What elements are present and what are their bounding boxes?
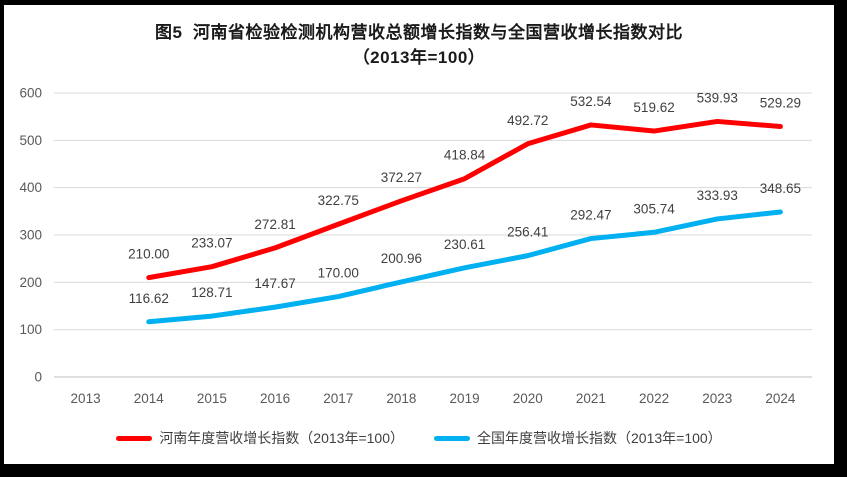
y-tick-label: 300 bbox=[19, 228, 42, 243]
legend-label-national: 全国年度营收增长指数（2013年=100） bbox=[477, 430, 722, 446]
x-tick-label: 2019 bbox=[450, 391, 480, 406]
data-label: 322.75 bbox=[318, 193, 359, 208]
data-label: 230.61 bbox=[444, 237, 485, 252]
data-label: 200.96 bbox=[381, 251, 422, 266]
x-tick-label: 2022 bbox=[639, 391, 669, 406]
data-label: 170.00 bbox=[318, 266, 359, 281]
data-label: 116.62 bbox=[129, 291, 169, 306]
legend-line-blue-icon bbox=[434, 435, 470, 441]
x-tick-label: 2024 bbox=[765, 391, 796, 406]
data-label: 372.27 bbox=[381, 170, 422, 185]
data-label: 529.29 bbox=[760, 95, 801, 110]
y-tick-label: 0 bbox=[34, 370, 42, 385]
x-tick-label: 2021 bbox=[576, 391, 606, 406]
series-line-0 bbox=[146, 118, 783, 281]
data-label: 519.62 bbox=[633, 100, 674, 115]
data-label: 492.72 bbox=[507, 113, 548, 128]
y-tick-label: 500 bbox=[19, 133, 42, 148]
legend: 河南年度营收增长指数（2013年=100） 全国年度营收增长指数（2013年=1… bbox=[4, 428, 834, 448]
data-label: 147.67 bbox=[254, 276, 295, 291]
x-tick-label: 2013 bbox=[71, 391, 101, 406]
data-label: 418.84 bbox=[444, 148, 486, 163]
data-label: 348.65 bbox=[760, 181, 801, 196]
data-label: 539.93 bbox=[697, 90, 738, 105]
data-label: 532.54 bbox=[570, 94, 612, 109]
x-tick-label: 2017 bbox=[323, 391, 353, 406]
data-label: 256.41 bbox=[507, 225, 548, 240]
x-tick-label: 2014 bbox=[134, 391, 165, 406]
legend-item-henan: 河南年度营收增长指数（2013年=100） bbox=[116, 428, 404, 448]
y-tick-label: 100 bbox=[19, 322, 42, 337]
y-tick-label: 600 bbox=[19, 86, 42, 101]
y-tick-label: 400 bbox=[19, 180, 42, 195]
data-label: 272.81 bbox=[254, 217, 295, 232]
series-line-1 bbox=[146, 209, 783, 325]
chart-title-line1: 图5 河南省检验检测机构营收总额增长指数与全国营收增长指数对比 bbox=[155, 23, 683, 42]
x-tick-label: 2020 bbox=[513, 391, 543, 406]
chart-svg: 0 100 200 300 400 500 600 2013 2014 2015 2016 2017 2… bbox=[19, 86, 812, 406]
y-tick-label: 200 bbox=[19, 275, 42, 290]
chart-title-line2: （2013年=100） bbox=[352, 48, 486, 67]
data-label: 128.71 bbox=[191, 285, 232, 300]
legend-line-red-icon bbox=[116, 435, 153, 441]
data-label: 333.93 bbox=[697, 188, 738, 203]
data-label: 210.00 bbox=[128, 247, 169, 262]
legend-label-henan: 河南年度营收增长指数（2013年=100） bbox=[159, 430, 404, 446]
data-label: 292.47 bbox=[570, 208, 611, 223]
x-tick-label: 2015 bbox=[197, 391, 227, 406]
legend-item-national: 全国年度营收增长指数（2013年=100） bbox=[434, 428, 722, 448]
x-tick-label: 2016 bbox=[260, 391, 290, 406]
x-tick-label: 2023 bbox=[702, 391, 732, 406]
data-label: 305.74 bbox=[633, 201, 675, 216]
x-tick-label: 2018 bbox=[386, 391, 416, 406]
data-label: 233.07 bbox=[191, 236, 232, 251]
